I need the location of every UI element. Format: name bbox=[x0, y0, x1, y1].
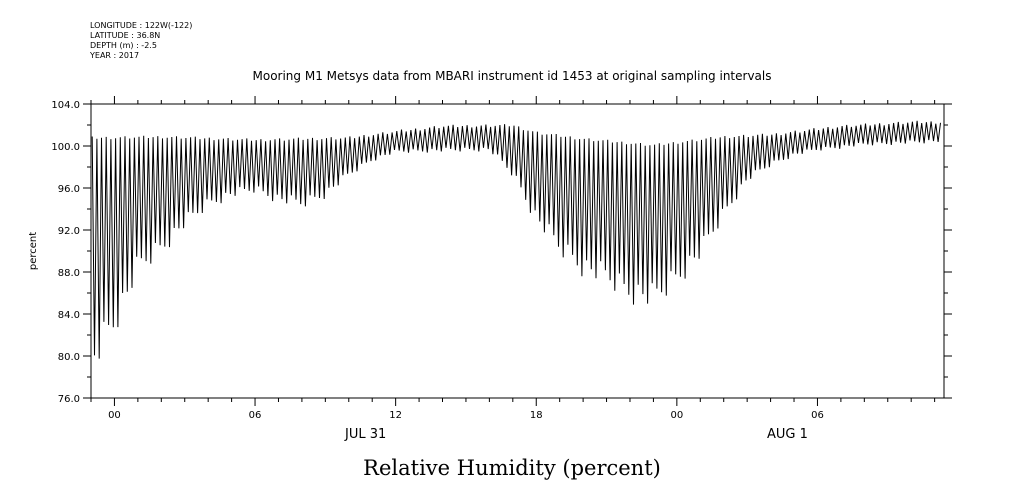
y-tick-label: 76.0 bbox=[58, 394, 80, 405]
x-tick-label: 06 bbox=[811, 410, 824, 421]
latitude-label: LATITUDE : 36.8N bbox=[90, 31, 161, 40]
chart-title: Mooring M1 Metsys data from MBARI instru… bbox=[253, 69, 772, 83]
x-tick-label: 18 bbox=[530, 410, 543, 421]
y-tick-label: 88.0 bbox=[58, 268, 80, 279]
year-label: YEAR : 2017 bbox=[90, 51, 140, 60]
y-tick-label: 100.0 bbox=[51, 142, 80, 153]
metadata-block: LONGITUDE : 122W(-122) LATITUDE : 36.8N … bbox=[90, 21, 192, 61]
y-tick-label: 92.0 bbox=[58, 226, 80, 237]
bottom-title: Relative Humidity (percent) bbox=[363, 456, 661, 480]
y-axis: 76.0 80.0 84.0 88.0 92.0 96.0 100.0 104.0 bbox=[51, 100, 952, 405]
y-tick-label: 96.0 bbox=[58, 184, 80, 195]
y-tick-label: 84.0 bbox=[58, 310, 80, 321]
humidity-series-line bbox=[91, 120, 941, 359]
x-date-label: AUG 1 bbox=[767, 427, 808, 442]
series-layer bbox=[91, 120, 941, 359]
y-tick-label: 104.0 bbox=[51, 100, 80, 111]
longitude-label: LONGITUDE : 122W(-122) bbox=[90, 21, 193, 30]
x-date-label: JUL 31 bbox=[344, 427, 386, 442]
x-tick-label: 00 bbox=[108, 410, 121, 421]
x-axis: 00 06 12 18 00 06 JUL 31 AUG 1 bbox=[90, 96, 936, 442]
x-tick-label: 12 bbox=[389, 410, 402, 421]
y-tick-label: 80.0 bbox=[58, 352, 80, 363]
x-tick-label: 06 bbox=[249, 410, 262, 421]
y-axis-label: percent bbox=[28, 232, 39, 270]
depth-label: DEPTH (m) : -2.5 bbox=[90, 41, 157, 50]
x-tick-label: 00 bbox=[670, 410, 683, 421]
